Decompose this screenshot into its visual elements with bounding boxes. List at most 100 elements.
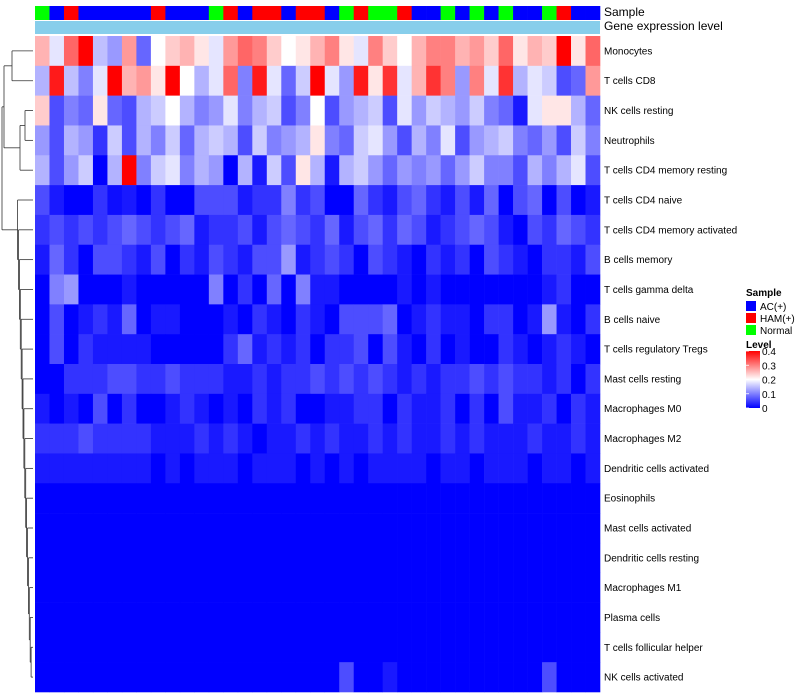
heatmap-cell [556,423,572,454]
heatmap-cell [426,423,441,454]
heatmap-cell [440,542,456,574]
heatmap-cell [426,214,441,246]
heatmap-cell [179,542,195,574]
heatmap-cell [571,572,586,603]
heatmap-cell [339,513,355,544]
heatmap-cell [310,304,326,335]
gene-expression-level-track [35,21,600,34]
heatmap-cell [368,95,383,126]
heatmap-cell [571,453,586,484]
row-label: Monocytes [604,46,652,57]
heatmap-cell [49,65,65,96]
row-label: B cells memory [604,255,672,266]
heatmap-cell [324,423,340,454]
heatmap-cell [556,334,572,365]
heatmap-cell [208,304,224,335]
heatmap-cell [208,155,224,186]
heatmap-cell [266,95,282,126]
heatmap-cell [179,602,195,633]
heatmap-cell [368,364,383,395]
heatmap-cell [150,185,166,216]
heatmap-cell [339,423,355,454]
heatmap-cell [194,364,210,395]
heatmap-cell [237,125,253,156]
heatmap-cell [469,453,485,484]
heatmap-cell [426,483,441,514]
heatmap-cell [92,185,108,216]
heatmap-cell [527,95,543,126]
heatmap-cell [121,214,137,246]
heatmap-cell [107,453,123,484]
heatmap-cell [252,542,268,574]
heatmap-cell [165,542,181,574]
heatmap-cell [440,572,456,603]
heatmap-cell [397,632,412,663]
heatmap-cell [411,95,427,126]
heatmap-cell [411,274,427,305]
heatmap-cell [353,572,369,603]
heatmap-cell [556,632,572,663]
heatmap-cell [281,125,297,156]
heatmap-cell [266,364,282,395]
heatmap-cell [121,274,137,305]
sample-legend-entries: AC(+)HAM(+)Normal [746,301,795,337]
heatmap-cell [136,334,152,365]
level-tick-label: 0.4 [762,347,776,358]
heatmap-cell [353,274,369,305]
heatmap-cell [571,632,586,663]
heatmap-cell [455,513,470,544]
heatmap-cell [266,125,282,156]
heatmap-cell [324,453,340,484]
heatmap-cell [440,423,456,454]
heatmap-cell [455,364,470,395]
heatmap-cell [35,572,50,603]
heatmap-cell [237,453,253,484]
heatmap-cell [208,244,224,275]
heatmap-cell [78,542,94,574]
heatmap-cell [194,274,210,305]
heatmap-cell [484,572,499,603]
heatmap-cell [136,304,152,335]
heatmap-cell [585,632,601,663]
sample-legend-swatch [746,313,756,323]
heatmap-cell [484,95,499,126]
heatmap-cell [165,95,181,126]
heatmap-cell [571,513,586,544]
heatmap-cell [63,423,79,454]
heatmap-cell [498,572,514,603]
heatmap-cell [237,513,253,544]
heatmap-cell [136,662,152,693]
heatmap-cell [353,304,369,335]
heatmap-cell [426,542,441,574]
heatmap-cell [469,304,485,335]
heatmap-cell [310,513,326,544]
heatmap-cell [585,393,601,424]
heatmap-cell [136,95,152,126]
heatmap-cell [295,483,311,514]
heatmap-cell [194,572,210,603]
heatmap-cell [136,36,152,67]
heatmap-cell [165,36,181,67]
heatmap-cell [571,36,586,67]
heatmap-cell [281,334,297,365]
heatmap-cell [194,214,210,246]
heatmap-cell [382,334,398,365]
heatmap-cell [353,423,369,454]
heatmap-cell [382,453,398,484]
heatmap-cell [324,274,340,305]
heatmap-cell [78,155,94,186]
heatmap-cell [165,65,181,96]
heatmap-cell [542,364,557,395]
heatmap-cell [382,364,398,395]
heatmap-cell [324,185,340,216]
heatmap-cell [252,214,268,246]
heatmap-cell [295,95,311,126]
heatmap-cell [397,364,412,395]
heatmap-cell [426,393,441,424]
heatmap-cell [150,125,166,156]
heatmap-cell [78,423,94,454]
heatmap-cell [35,65,50,96]
heatmap-cell [208,662,224,693]
sample-annotation-cell [542,6,557,20]
heatmap-cell [498,632,514,663]
